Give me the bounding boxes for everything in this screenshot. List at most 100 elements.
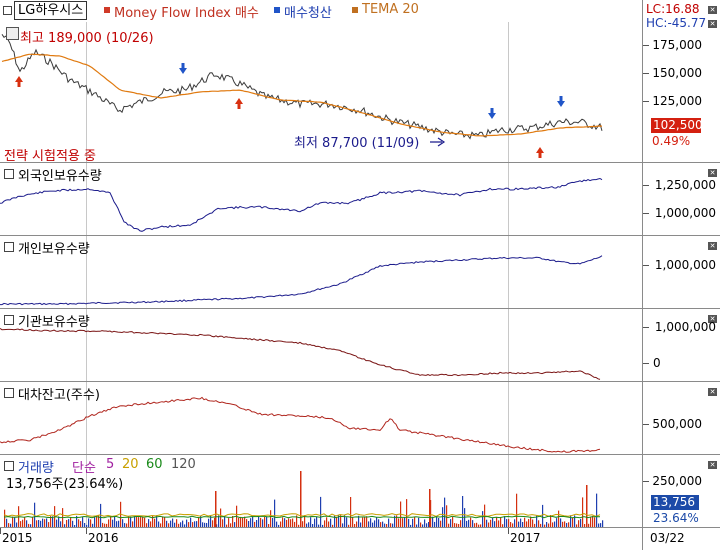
lending-balance-chart [0, 396, 601, 453]
volume-bar [528, 519, 530, 527]
volume-bar [592, 515, 594, 527]
volume-bar [292, 518, 294, 527]
volume-bar [280, 521, 282, 527]
y-tick-label: 1,250,000 [654, 178, 716, 192]
volume-bar [578, 520, 580, 527]
volume-bar [526, 521, 528, 527]
lending-line [0, 396, 601, 453]
volume-bar [206, 523, 208, 527]
foreign-holdings-panel[interactable]: 외국인보유수량 [0, 162, 642, 235]
volume-bar [460, 520, 462, 527]
stock-name-selector[interactable]: LG하우시스 [14, 1, 88, 20]
axis-tick [643, 45, 649, 46]
volume-bar [334, 515, 336, 527]
volume-bar [398, 518, 400, 527]
volume-bar [220, 508, 222, 527]
volume-bar [508, 519, 510, 527]
volume-bar [340, 515, 342, 527]
volume-bar [438, 518, 440, 527]
volume-bar [560, 518, 562, 527]
volume-bar [48, 522, 50, 527]
volume-bar [496, 516, 498, 527]
volume-bar [30, 524, 32, 527]
panel-box-icon [4, 388, 14, 398]
volume-bar [426, 523, 428, 527]
volume-bar [590, 516, 592, 527]
volume-bar [558, 510, 560, 527]
volume-bar [458, 524, 460, 527]
volume-bar [94, 517, 96, 527]
close-panel-icon[interactable]: ✕ [708, 315, 717, 323]
sell-legend-marker [274, 7, 280, 13]
volume-bar [600, 523, 602, 527]
volume-bar [198, 517, 200, 527]
low-pointer-icon [430, 137, 446, 147]
high-price-label: 최고 189,000 (10/26) [20, 31, 154, 46]
volume-bar [76, 515, 78, 527]
volume-bar [188, 522, 190, 527]
volume-bar [548, 523, 550, 527]
volume-bar [574, 515, 576, 527]
volume-bar [138, 517, 140, 527]
volume-bar [260, 517, 262, 527]
volume-bar [36, 520, 38, 527]
volume-bar [512, 523, 514, 527]
volume-bar [394, 515, 396, 527]
volume-bar [552, 522, 554, 527]
volume-bar [516, 493, 518, 527]
volume-bar [92, 523, 94, 527]
foreign-axis: ✕ 1,250,000 1,000,000 [642, 162, 720, 235]
volume-bar [344, 515, 346, 527]
close-panel-icon[interactable]: ✕ [708, 20, 717, 28]
sell-indicator-label[interactable]: 매수청산 [284, 6, 332, 21]
close-panel-icon[interactable]: ✕ [708, 242, 717, 250]
volume-bar [162, 516, 164, 527]
x-tick [86, 528, 87, 534]
x-axis-label: 2017 [510, 531, 541, 545]
volume-bar [32, 517, 34, 527]
volume-bar [402, 518, 404, 527]
volume-panel[interactable]: 거래량 단순 5 20 60 120 13,756주(23.64%) [0, 454, 642, 527]
current-volume-box: 13,756 [651, 495, 699, 510]
volume-bar [14, 517, 16, 527]
volume-axis: ✕ 250,000 13,756 23.64% [642, 454, 720, 527]
volume-bar [564, 521, 566, 527]
volume-bar [482, 511, 484, 527]
institution-holdings-panel[interactable]: 기관보유수량 [0, 308, 642, 381]
volume-bar [180, 522, 182, 527]
volume-bar [322, 524, 324, 527]
y-tick-label: 500,000 [652, 417, 702, 431]
volume-bar [530, 516, 532, 527]
volume-bar [424, 519, 426, 527]
volume-bar [52, 516, 54, 527]
volume-bar [72, 520, 74, 527]
close-panel-icon[interactable]: ✕ [708, 388, 717, 396]
y-tick-label: 125,000 [652, 94, 702, 108]
volume-bar [200, 515, 202, 527]
close-panel-icon[interactable]: ✕ [708, 6, 717, 14]
volume-bar [456, 523, 458, 527]
volume-bar [132, 521, 134, 527]
foreign-holdings-chart [0, 177, 603, 232]
mfi-indicator-label[interactable]: Money Flow Index 매수 [114, 6, 259, 21]
volume-bar [498, 520, 500, 527]
price-panel[interactable]: 최고 189,000 (10/26) 최저 87,700 (11/09) 전략 … [0, 22, 642, 164]
volume-bar [34, 502, 36, 527]
individual-holdings-panel[interactable]: 개인보유수량 [0, 235, 642, 308]
close-panel-icon[interactable]: ✕ [708, 169, 717, 177]
volume-bar [360, 522, 362, 527]
strategy-status-label: 전략 시험적용 중 [4, 149, 96, 164]
volume-bar [246, 519, 248, 527]
volume-bar [4, 509, 6, 527]
volume-bar [146, 523, 148, 527]
ma20-line [3, 513, 601, 518]
volume-bar [480, 524, 482, 527]
panel-title: 대차잔고(주수) [18, 388, 100, 403]
volume-bar [264, 517, 266, 527]
volume-bar [316, 516, 318, 527]
volume-bar [212, 520, 214, 527]
close-panel-icon[interactable]: ✕ [708, 461, 717, 469]
volume-bar [310, 517, 312, 527]
lending-balance-panel[interactable]: 대차잔고(주수) [0, 381, 642, 454]
tema-indicator-label[interactable]: TEMA 20 [362, 2, 419, 17]
